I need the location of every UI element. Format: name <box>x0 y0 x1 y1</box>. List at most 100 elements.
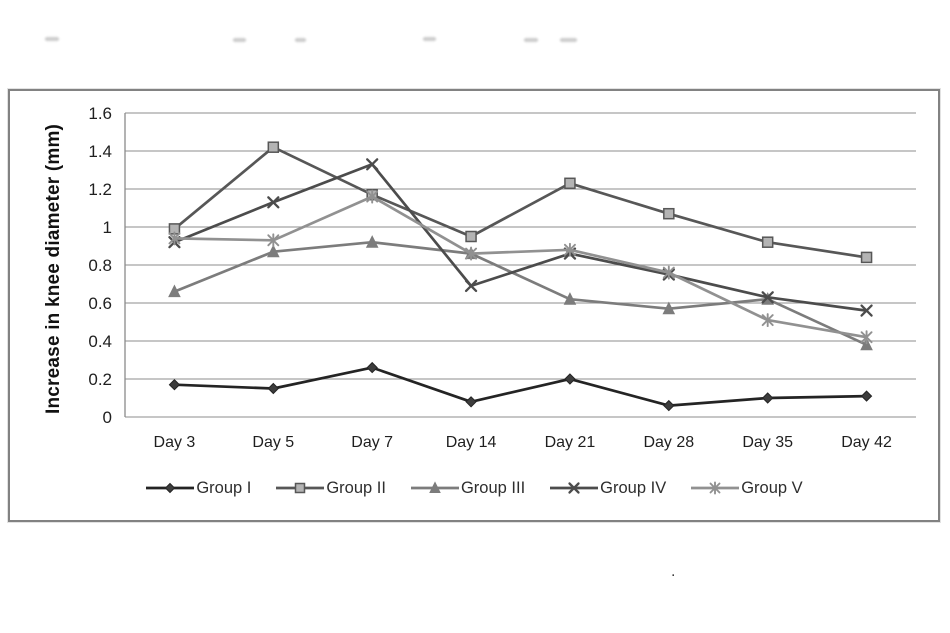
asterisk-stroke <box>366 190 379 203</box>
chart-legend: Group I Group II Group III Group IV Group V <box>10 475 938 501</box>
legend-marker-diamond <box>146 482 195 494</box>
diamond-marker <box>165 482 176 494</box>
stray-dot-artifact: . <box>671 563 676 580</box>
x-marker <box>568 482 580 494</box>
cropped-text-fragment <box>524 38 538 42</box>
square-marker <box>564 177 576 190</box>
series-group-iii <box>168 235 873 351</box>
cropped-text-fragment <box>560 38 577 42</box>
square-marker <box>860 251 873 264</box>
asterisk-stroke <box>465 247 478 260</box>
series-line <box>173 145 867 259</box>
x-tick-label: Day 28 <box>643 434 694 451</box>
square-marker <box>761 236 774 248</box>
asterisk-marker <box>563 242 576 257</box>
asterisk-marker <box>465 246 478 261</box>
diamond-marker <box>465 396 477 408</box>
x-marker-stroke <box>568 482 580 494</box>
x-tick-label: Day 14 <box>446 434 497 451</box>
square-marker <box>267 141 280 153</box>
y-tick-label: 1.4 <box>88 142 112 161</box>
cropped-text-fragment <box>233 38 246 42</box>
diamond-marker <box>267 382 280 395</box>
x-marker-stroke <box>267 196 280 209</box>
diamond-marker <box>663 399 675 412</box>
legend-marker-asterisk <box>691 481 740 495</box>
asterisk-stroke <box>709 482 721 494</box>
x-marker-stroke <box>761 291 774 304</box>
y-axis-title: Increase in knee diameter (mm) <box>43 123 64 415</box>
x-marker <box>761 291 774 304</box>
triangle-marker <box>168 284 181 298</box>
legend-item-group-ii: Group II <box>275 479 386 498</box>
x-tick-label: Day 5 <box>252 434 294 451</box>
cropped-text-fragment <box>295 38 306 42</box>
legend-label: Group IV <box>600 478 667 497</box>
legend-marker-square <box>276 482 325 494</box>
x-marker <box>860 304 873 317</box>
asterisk-stroke <box>267 234 280 247</box>
y-tick-label: 1.2 <box>88 180 112 199</box>
triangle-marker <box>563 292 577 305</box>
triangle-marker <box>860 337 873 351</box>
diamond-marker <box>168 378 181 391</box>
square-marker <box>663 207 675 220</box>
cropped-text-fragment <box>45 37 59 41</box>
asterisk-stroke <box>563 243 576 256</box>
asterisk-marker <box>860 330 873 345</box>
series-group-v <box>168 189 873 345</box>
triangle-marker <box>267 244 280 258</box>
asterisk-stroke <box>860 331 873 344</box>
asterisk-stroke <box>761 314 774 327</box>
asterisk-marker <box>662 265 675 280</box>
legend-item-group-i: Group I <box>145 479 251 498</box>
y-tick-label: 0.4 <box>88 332 112 351</box>
line-chart: 0 0.2 0.4 0.6 0.8 1 1.2 1.4 1.6 Day 3 Day 5 Day 7 Da… <box>88 104 916 451</box>
x-tick-label: Day 42 <box>841 434 892 451</box>
legend-label: Group III <box>460 478 526 497</box>
series-line <box>174 366 867 407</box>
series-line <box>173 162 867 312</box>
legend-item-group-iv: Group IV <box>549 479 666 498</box>
asterisk-marker <box>267 233 280 248</box>
x-tick-label: Day 21 <box>545 434 596 451</box>
series-line <box>174 195 867 339</box>
x-marker <box>267 196 280 209</box>
diamond-marker <box>564 373 576 385</box>
y-tick-label: 0.8 <box>88 256 112 275</box>
triangle-marker <box>365 235 379 248</box>
legend-item-group-iii: Group III <box>410 479 525 498</box>
asterisk-marker <box>709 481 721 495</box>
legend-item-group-v: Group V <box>690 479 803 498</box>
series-line <box>173 240 868 347</box>
asterisk-marker <box>168 231 181 246</box>
x-tick-label: Day 3 <box>154 434 196 451</box>
square-marker <box>465 230 477 243</box>
triangle-marker <box>429 481 441 493</box>
y-tick-label: 1.6 <box>88 104 112 123</box>
x-marker <box>366 158 379 171</box>
triangle-marker <box>662 301 676 315</box>
x-marker <box>464 279 478 293</box>
asterisk-stroke <box>662 266 675 279</box>
cropped-text-fragment <box>423 37 436 41</box>
x-marker-stroke <box>464 279 478 293</box>
x-marker-stroke <box>366 158 379 171</box>
square-marker <box>295 482 306 494</box>
y-tick-label: 0.2 <box>88 370 112 389</box>
legend-label: Group II <box>326 478 386 497</box>
diamond-marker <box>761 392 774 404</box>
asterisk-marker <box>366 189 379 204</box>
series-group-i <box>168 361 873 412</box>
x-marker-stroke <box>860 304 873 317</box>
asterisk-stroke <box>168 232 181 245</box>
legend-marker-triangle <box>410 481 459 493</box>
y-tick-label: 0.6 <box>88 294 112 313</box>
diamond-marker <box>860 390 873 402</box>
chart-frame: 0 0.2 0.4 0.6 0.8 1 1.2 1.4 1.6 Day 3 Day 5 Day 7 Da… <box>8 89 940 522</box>
y-tick-label: 1 <box>103 218 112 237</box>
diamond-marker <box>366 361 378 374</box>
x-tick-label: Day 7 <box>351 434 393 451</box>
x-tick-label: Day 35 <box>742 434 793 451</box>
asterisk-marker <box>761 313 774 328</box>
